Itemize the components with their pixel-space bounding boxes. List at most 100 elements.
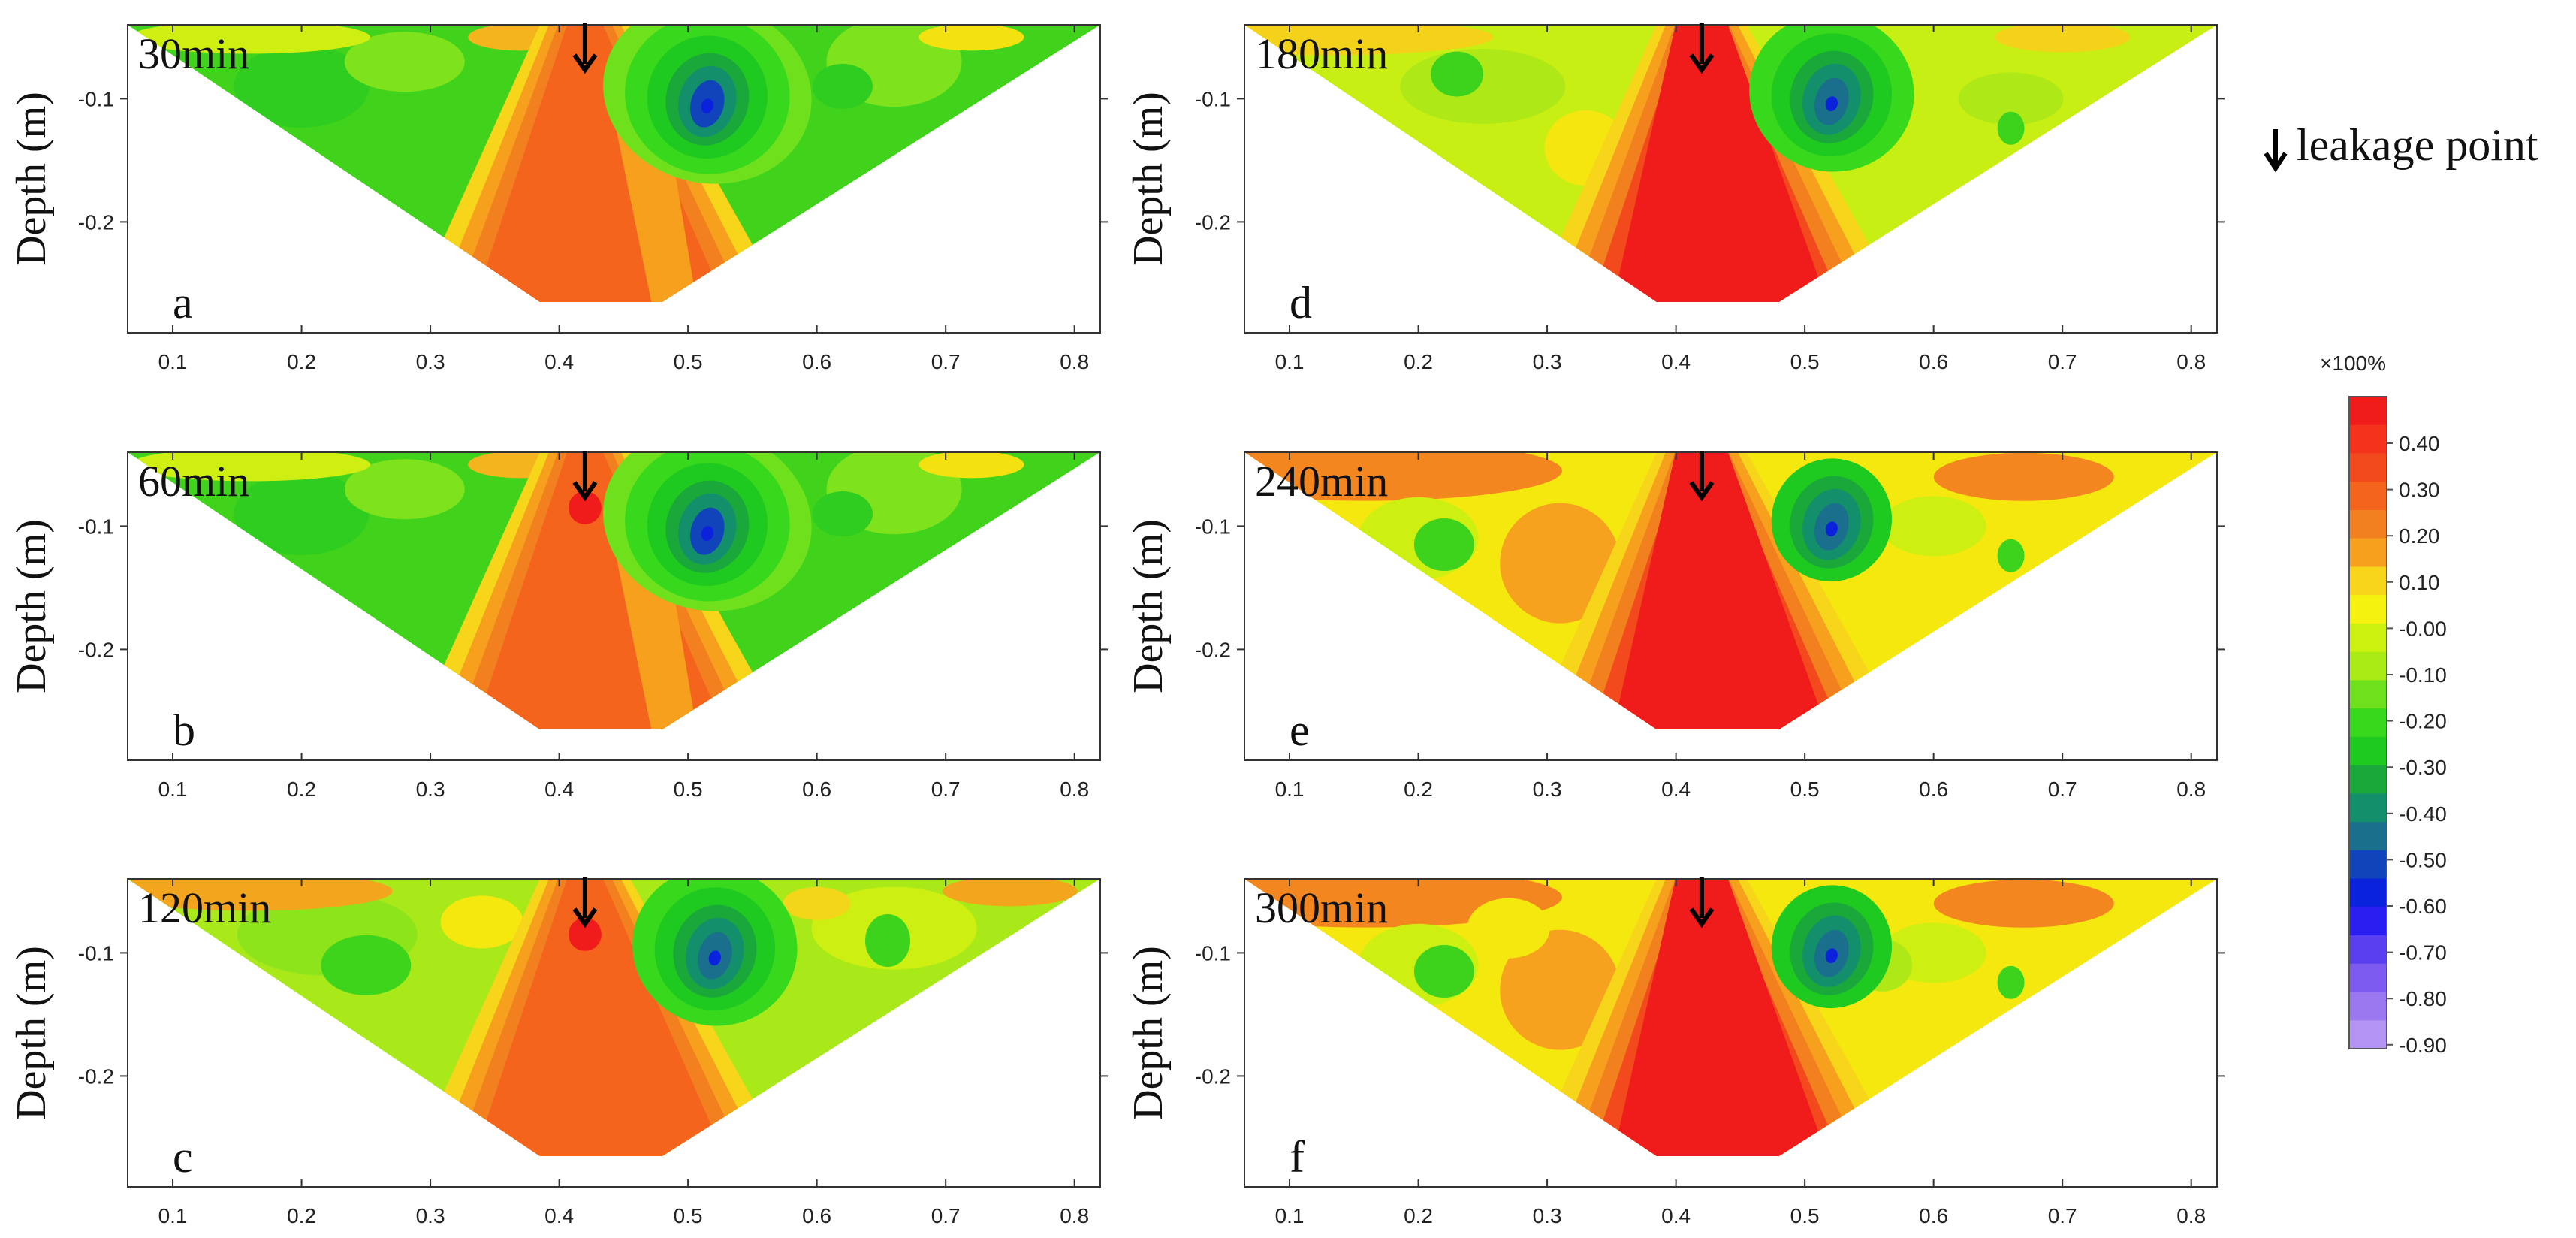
x-tick-label: 0.1 [158,1204,188,1227]
leak-spot [1685,917,1718,951]
panel-c-field [128,879,1100,1156]
y-tick-label: -0.2 [78,1064,114,1088]
x-tick-label: 0.7 [931,1204,961,1227]
panel-frame [127,878,1101,1188]
x-tick-label: 0.2 [287,350,316,373]
colorbar-swatch [2349,595,2387,624]
x-tick-label: 0.3 [416,350,445,373]
y-tick-label: -0.2 [1195,1064,1231,1088]
y-tick-label: -0.1 [78,941,114,965]
patch-top-left [129,452,370,482]
patch-yellow [440,895,523,949]
colorbar-swatch [2349,878,2387,907]
patch-top-left [128,879,393,911]
x-tick-label: 0.7 [2048,778,2077,801]
panel-time-label: 240min [1255,457,1388,506]
leak-spot [568,917,602,951]
panel-time-label: 300min [1255,883,1388,932]
panel-letter: c [173,1132,193,1182]
y-tick-label: -0.2 [78,638,114,661]
colorbar-tick-label: 0.40 [2399,432,2440,455]
patch-left-light [344,459,465,520]
patch-right-orange [1933,879,2114,928]
patch-left-orange [1500,929,1621,1050]
panel-letter: b [173,705,195,755]
x-tick-label: 0.3 [416,1204,445,1227]
patch-left-orange [1500,503,1621,624]
colorbar-swatch [2349,822,2387,851]
colorbar-tick-label: -0.80 [2399,987,2447,1010]
plume-right-orange [614,551,698,729]
panel-letter: d [1290,278,1312,328]
colorbar-frame [2348,396,2387,1049]
colorbar-tick-label: 0.30 [2399,479,2440,502]
panel-e-field [1244,452,2217,729]
y-axis-label: Depth (m) [1125,92,1172,266]
leak-spot [568,491,602,524]
x-tick-label: 0.1 [158,350,188,373]
x-tick-label: 0.2 [1404,350,1433,373]
y-tick-label: -0.2 [78,210,114,234]
x-tick-label: 0.6 [802,1204,831,1227]
colorbar-swatch [2349,424,2387,454]
colorbar-swatch [2349,907,2387,936]
anomaly-ring-6 [701,98,714,114]
patch-right-deep [812,491,873,536]
patch-right-green [1997,965,2025,999]
colorbar-tick-label: -0.70 [2399,941,2447,965]
anomaly-ring-6 [701,526,714,542]
patch-left-deep [234,45,370,128]
x-tick-label: 0.8 [1060,778,1089,801]
leakage-legend-arrowhead-icon [2264,152,2288,173]
anomaly-ring-5 [708,950,722,966]
patch-right-top [1995,25,2131,53]
panel-time-label: 60min [138,457,249,506]
colorbar-tick-label: -0.90 [2399,1034,2447,1057]
colorbar-swatch [2349,538,2387,567]
x-tick-label: 0.1 [1275,350,1305,373]
colorbar-title: ×100% [2320,352,2386,375]
x-tick-label: 0.1 [1275,778,1305,801]
x-tick-label: 0.1 [158,778,188,801]
x-tick-label: 0.8 [1060,350,1089,373]
colorbar-swatch [2349,397,2387,426]
plume-core [1611,25,1829,302]
leakage-legend: leakage point [2264,120,2538,173]
colorbar-swatch [2349,736,2387,766]
x-tick-label: 0.5 [674,1204,703,1227]
plume-right-orange [614,123,698,302]
colorbar-swatch [2349,1020,2387,1049]
x-tick-label: 0.2 [1404,778,1433,801]
colorbar-tick-label: -0.50 [2399,848,2447,871]
x-tick-label: 0.6 [1919,350,1948,373]
colorbar-swatch [2349,963,2387,993]
leakage-arrowhead-icon [572,53,598,74]
x-tick-label: 0.5 [1790,1204,1820,1227]
x-tick-label: 0.8 [1060,1204,1089,1227]
plume-core [1611,452,1829,729]
y-tick-label: -0.1 [78,87,114,110]
colorbar: ×100% 0.40 0.30 0.20 0.10 -0.00 -0.10 -0.20 -0.3… [2320,352,2447,1057]
y-tick-label: -0.1 [78,515,114,538]
leakage-arrowhead-icon [572,907,598,929]
colorbar-swatch [2349,680,2387,709]
colorbar-swatch [2349,453,2387,482]
patch-right-green [1997,539,2025,572]
leakage-legend-label: leakage point [2297,120,2538,170]
x-tick-label: 0.3 [1533,350,1562,373]
x-tick-label: 0.8 [2176,778,2206,801]
patch-left-green [1413,945,1474,998]
panels-layer: 0.1 0.2 0.3 0.4 0.5 0.6 0.7 0.8 -0.1 -0.2 Depth (m… [8,23,2225,1227]
x-tick-label: 0.5 [674,778,703,801]
patch-right-green [1997,111,2025,145]
leakage-arrowhead-icon [1689,481,1715,502]
colorbar-swatch [2349,992,2387,1021]
colorbar-swatch [2349,566,2387,596]
colorbar-tick-label: -0.20 [2399,710,2447,733]
x-tick-label: 0.5 [674,350,703,373]
colorbar-tick-label: -0.60 [2399,895,2447,918]
patch-top-left [129,25,370,54]
colorbar-swatch [2349,482,2387,511]
x-tick-label: 0.2 [287,778,316,801]
patch-right-mid [1958,72,2064,125]
